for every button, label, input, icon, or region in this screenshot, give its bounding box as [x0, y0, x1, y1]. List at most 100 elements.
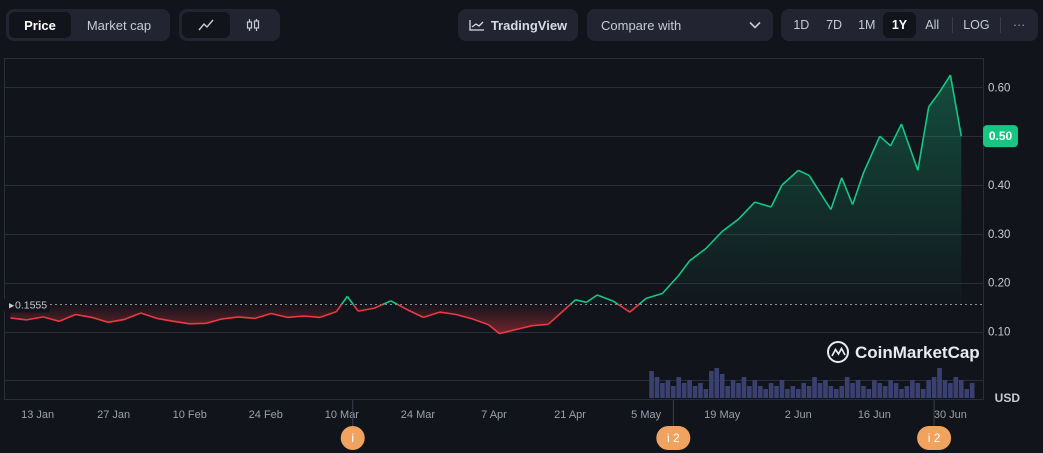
volume-bar	[736, 383, 741, 398]
more-options-button[interactable]: ···	[1012, 18, 1026, 32]
volume-bar	[833, 389, 839, 398]
volume-bar	[937, 368, 942, 398]
volume-bar	[747, 386, 752, 398]
divider	[951, 17, 953, 33]
volume-bar	[801, 383, 807, 398]
baseline-value: 0.1555	[15, 299, 47, 311]
chart-type-toggle	[179, 9, 280, 41]
log-scale-button[interactable]: LOG	[963, 18, 990, 32]
y-tick-label: 0.40	[988, 180, 1010, 192]
currency-unit-label: USD	[995, 391, 1021, 405]
chart-icon	[469, 20, 484, 31]
range-1y-button[interactable]: 1Y	[883, 12, 916, 38]
volume-bar	[910, 380, 915, 398]
volume-bar	[649, 371, 654, 398]
volume-bar	[719, 374, 725, 398]
y-tick-label: 0.60	[988, 82, 1010, 94]
y-tick-label: 0.30	[988, 229, 1010, 241]
x-tick-label: 5 May	[631, 409, 661, 421]
tradingview-button[interactable]: TradingView	[458, 9, 578, 41]
volume-bar	[850, 383, 855, 398]
volume-bar	[861, 386, 866, 398]
baseline-label: ▸ 0.1555	[4, 297, 50, 313]
volume-bar	[654, 377, 660, 398]
volume-bar	[828, 386, 834, 398]
tab-market-cap[interactable]: Market cap	[86, 17, 152, 33]
volume-bar	[882, 386, 888, 398]
line-chart-button[interactable]	[182, 12, 230, 38]
current-price-value: 0.50	[989, 129, 1013, 143]
volume-bar	[790, 386, 796, 398]
volume-bar	[866, 389, 872, 398]
tradingview-label: TradingView	[490, 17, 568, 33]
volume-bar	[714, 368, 720, 398]
x-tick-label: 30 Jun	[934, 409, 967, 421]
x-tick-label: 21 Apr	[554, 409, 586, 421]
volume-bar	[855, 380, 861, 398]
event-marker[interactable]: i	[340, 400, 365, 450]
volume-bar	[920, 389, 926, 398]
event-marker[interactable]: i 2	[656, 400, 691, 450]
candlestick-button[interactable]	[230, 12, 278, 38]
volume-bar	[741, 377, 747, 398]
x-tick-label: 16 Jun	[858, 409, 891, 421]
current-price-badge: 0.50	[983, 125, 1018, 148]
event-marker[interactable]: i 2	[917, 400, 952, 450]
y-tick-label: 0.10	[988, 327, 1010, 339]
divider	[1000, 17, 1002, 33]
x-tick-label: 10 Mar	[325, 409, 360, 421]
plot-frame	[4, 58, 984, 400]
range-all-button[interactable]: All	[925, 18, 940, 32]
coinmarketcap-logo-icon	[827, 341, 849, 363]
volume-bar	[942, 380, 948, 398]
volume-bar	[931, 377, 937, 398]
x-tick-label: 10 Feb	[173, 409, 207, 421]
compare-with-label: Compare with	[601, 17, 682, 33]
volume-bar	[823, 380, 828, 398]
volume-bar	[665, 380, 671, 398]
price-area-below-baseline	[10, 304, 639, 334]
volume-bar	[660, 383, 665, 398]
price-marketcap-tabs: Price Market cap	[6, 9, 170, 41]
volume-bar	[779, 380, 785, 398]
volume-bar	[757, 386, 763, 398]
x-tick-label: 27 Jan	[97, 409, 130, 421]
y-tick-label: 0.20	[988, 278, 1010, 290]
volume-bar	[817, 383, 823, 398]
range-1m-button[interactable]: 1M	[858, 18, 876, 32]
volume-bar	[948, 383, 953, 398]
line-chart-icon	[198, 19, 214, 31]
volume-bar	[763, 389, 768, 398]
volume-bar	[698, 383, 703, 398]
volume-bar	[915, 383, 921, 398]
chevron-down-icon	[749, 21, 761, 29]
range-7d-button[interactable]: 7D	[826, 18, 843, 32]
volume-bar	[752, 380, 758, 398]
x-tick-label: 7 Apr	[481, 409, 507, 421]
volume-bar	[692, 386, 698, 398]
volume-bar	[888, 380, 893, 398]
volume-bar	[725, 386, 730, 398]
volume-bar	[893, 383, 899, 398]
volume-bar	[730, 380, 736, 398]
volume-bar	[795, 389, 801, 398]
price-line-down	[10, 303, 640, 335]
volume-bar	[709, 371, 714, 398]
volume-bar	[926, 380, 931, 398]
range-1d-button[interactable]: 1D	[793, 18, 810, 32]
svg-text:▸: ▸	[9, 299, 15, 311]
event-marker-label: i 2	[928, 431, 941, 445]
volume-bar	[768, 383, 774, 398]
volume-bar	[958, 380, 964, 398]
watermark-text: CoinMarketCap	[855, 343, 980, 362]
tab-price[interactable]: Price	[9, 12, 71, 38]
volume-bar	[969, 383, 975, 398]
time-range-selector: 1D 7D 1M 1Y All LOG ···	[781, 9, 1038, 41]
x-tick-label: 13 Jan	[21, 409, 54, 421]
volume-bar	[877, 383, 883, 398]
volume-bar	[844, 377, 850, 398]
volume-bar	[812, 377, 817, 398]
compare-with-dropdown[interactable]: Compare with	[587, 9, 773, 41]
x-tick-label: 2 Jun	[785, 409, 812, 421]
